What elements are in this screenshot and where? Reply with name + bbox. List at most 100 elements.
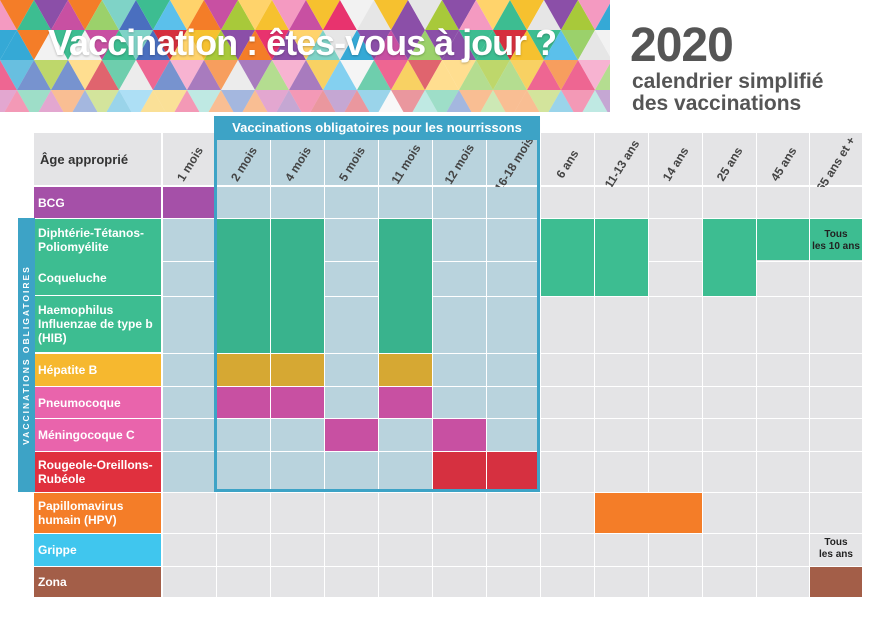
banner-tile	[238, 0, 272, 30]
vaccine-name: Méningocoque C	[38, 428, 135, 442]
banner-tile	[119, 30, 153, 60]
schedule-cell	[163, 419, 216, 451]
age-header-label: Âge approprié	[40, 152, 129, 167]
banner-tile	[255, 30, 289, 60]
schedule-cell	[703, 354, 756, 386]
schedule-cell	[217, 534, 270, 566]
calendar-year: 2020	[630, 19, 734, 72]
schedule-cell	[163, 219, 216, 261]
schedule-cell	[163, 262, 216, 296]
schedule-cell	[649, 354, 702, 386]
banner-tile	[0, 0, 34, 30]
banner-tile	[306, 30, 340, 60]
banner-tile	[289, 90, 323, 112]
vaccine-row-label: Méningocoque C	[34, 419, 161, 451]
banner-tile	[34, 0, 68, 30]
schedule-cell	[217, 452, 270, 492]
vaccine-name: BCG	[38, 195, 65, 210]
vaccine-row-label: Zona	[34, 567, 161, 597]
schedule-cell	[757, 297, 809, 353]
banner-tile	[544, 0, 578, 30]
schedule-cell	[649, 219, 702, 261]
banner-tile	[340, 60, 374, 90]
schedule-cell	[810, 534, 862, 566]
banner-tile	[493, 60, 527, 90]
schedule-cell	[757, 493, 809, 533]
schedule-cell	[703, 493, 756, 533]
banner-tile	[544, 60, 578, 90]
column-header-cell	[649, 133, 702, 185]
subtitle-line-1: calendrier simplifié	[632, 70, 824, 93]
schedule-cell	[757, 452, 809, 492]
vaccine-name: Haemophilus Influenzae de type b (HIB)	[38, 303, 153, 345]
schedule-cell	[703, 387, 756, 418]
banner-tile	[510, 0, 544, 30]
vaccine-row-label: Papillomavirus humain (HPV)	[34, 493, 161, 533]
schedule-cell	[325, 262, 378, 296]
banner-tile	[514, 90, 540, 112]
vaccine-dose-block	[810, 219, 862, 260]
banner-tile	[561, 60, 595, 90]
schedule-cell	[433, 567, 486, 597]
schedule-cell	[325, 354, 378, 386]
banner-tile	[340, 30, 374, 60]
banner-tile	[68, 30, 102, 60]
schedule-cell	[487, 187, 540, 218]
banner-tile	[578, 0, 610, 30]
banner-tile	[51, 90, 85, 112]
banner-tile	[221, 60, 255, 90]
banner-tile	[170, 30, 204, 60]
schedule-cell	[379, 452, 432, 492]
banner-tile	[582, 90, 608, 112]
banner-tile	[527, 30, 561, 60]
header-banner-pattern	[0, 0, 610, 112]
banner-tile	[561, 0, 595, 30]
schedule-cell	[325, 187, 378, 218]
banner-tile	[442, 60, 476, 90]
column-header-cell	[810, 133, 862, 185]
column-header-cell	[487, 140, 540, 185]
mandatory-infant-frame	[214, 116, 540, 492]
banner-tile	[527, 90, 561, 112]
banner-tile	[459, 90, 493, 112]
banner-tile	[548, 90, 574, 112]
schedule-cell	[487, 493, 540, 533]
vaccine-dose-block	[325, 419, 378, 451]
vaccine-name: Zona	[38, 575, 67, 589]
schedule-cell	[703, 452, 756, 492]
column-header-cell	[595, 133, 648, 185]
schedule-cell	[757, 354, 809, 386]
banner-tile	[276, 90, 302, 112]
banner-tile	[357, 60, 391, 90]
schedule-cell	[271, 534, 324, 566]
banner-tile	[442, 30, 476, 60]
column-header-cell	[757, 133, 809, 185]
banner-tile	[85, 90, 119, 112]
note-every-year: Tous les ans	[819, 537, 853, 560]
age-header-cell	[34, 133, 161, 185]
banner-tile	[357, 0, 391, 30]
banner-tile	[357, 90, 391, 112]
mandatory-side-label: VACCINATIONS OBLIGATOIRES	[21, 265, 31, 445]
banner-tile	[374, 60, 408, 90]
banner-tile	[153, 60, 187, 90]
schedule-cell	[810, 387, 862, 418]
schedule-cell	[541, 493, 594, 533]
schedule-cell	[810, 452, 862, 492]
banner-tile	[34, 60, 68, 90]
banner-tile	[187, 60, 221, 90]
schedule-cell	[325, 219, 378, 261]
schedule-cell	[649, 452, 702, 492]
banner-tile	[68, 60, 102, 90]
schedule-cell	[649, 187, 702, 218]
vaccine-name: Pneumocoque	[38, 395, 121, 410]
banner-tile	[136, 30, 170, 60]
schedule-cell	[271, 567, 324, 597]
schedule-cell	[595, 187, 648, 218]
column-header-cell	[433, 140, 486, 185]
schedule-cell	[379, 534, 432, 566]
mandatory-side-bracket	[18, 218, 35, 492]
banner-tile	[480, 90, 506, 112]
schedule-cell	[163, 567, 216, 597]
schedule-cell	[325, 493, 378, 533]
